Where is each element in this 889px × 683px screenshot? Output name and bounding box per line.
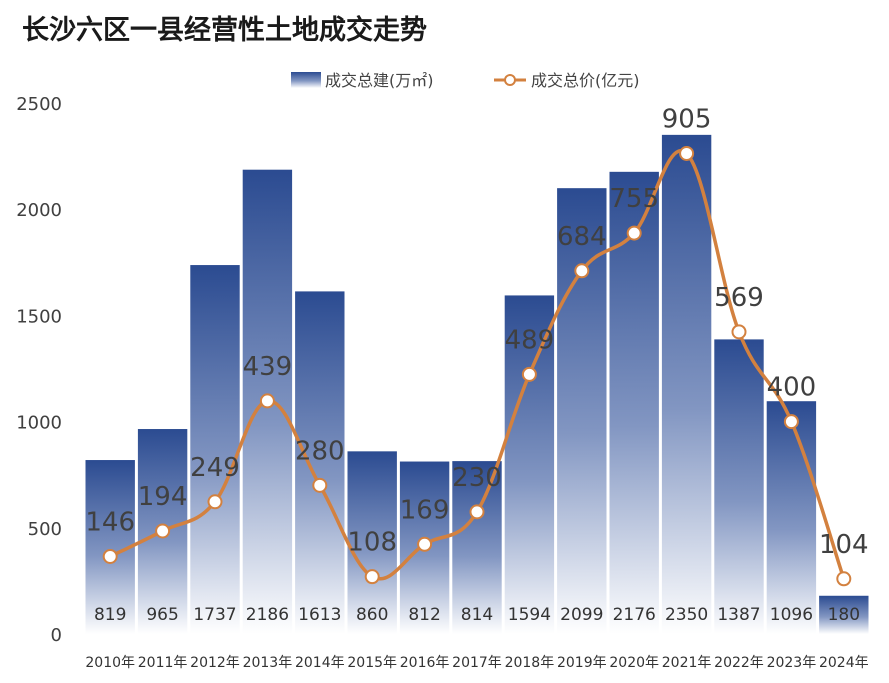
line-point: [312, 477, 328, 493]
bar: [347, 451, 397, 634]
x-tick-label: 2022年: [714, 655, 764, 671]
x-tick-label: 2024年: [819, 655, 869, 671]
x-tick-label: 2021年: [662, 655, 712, 671]
bar-value-label: 814: [461, 605, 493, 625]
line-point: [102, 548, 118, 564]
line-path: [109, 149, 846, 581]
bar: [504, 295, 555, 634]
bar: [766, 401, 817, 634]
line-point: [836, 571, 852, 587]
bar: [609, 171, 659, 634]
line-value-label: 684: [557, 222, 607, 252]
x-tick-label: 2018年: [505, 655, 555, 671]
legend-swatch-marker: [504, 74, 516, 86]
line-value-label: 194: [138, 482, 188, 512]
line-value-label: 280: [295, 436, 345, 466]
x-tick-label: 2023年: [767, 655, 817, 671]
legend-swatch-bar: [291, 72, 321, 88]
bar-series: 819 965 1737 2186 1613 860 812 814 1594 2099 2176 2…: [85, 134, 869, 635]
line-value-label: 439: [243, 352, 293, 382]
bar: [557, 188, 607, 634]
y-tick-label: 2500: [16, 94, 62, 115]
legend-label-line: 成交总价(亿元): [531, 71, 640, 90]
line-point: [417, 536, 433, 552]
bar: [819, 595, 869, 634]
bar-value-label: 2099: [560, 605, 603, 625]
line-point: [469, 504, 485, 520]
x-tick-label: 2017年: [452, 655, 502, 671]
bar-value-label: 2186: [246, 605, 289, 625]
line-point: [207, 494, 223, 510]
bar-value-label: 819: [94, 605, 126, 625]
bar-value-label: 1387: [717, 605, 760, 625]
x-tick-label: 2015年: [347, 655, 397, 671]
line-value-label: 569: [714, 283, 764, 313]
y-tick-label: 1000: [16, 413, 62, 434]
y-tick-label: 2000: [16, 200, 62, 221]
line-value-label: 108: [347, 528, 397, 558]
bar-value-label: 860: [356, 605, 388, 625]
bar: [295, 291, 345, 634]
bar-value-label: 1096: [770, 605, 813, 625]
bar-value-label: 1613: [298, 605, 341, 625]
x-tick-label: 2013年: [243, 655, 293, 671]
line-point: [155, 523, 171, 539]
x-tick-label: 2016年: [400, 655, 450, 671]
bar: [452, 461, 502, 634]
x-tick-label: 2010年: [85, 655, 135, 671]
line-value-label: 169: [400, 495, 450, 525]
y-tick-label: 1500: [16, 306, 62, 327]
line-point: [626, 225, 642, 241]
x-tick-label: 2011年: [138, 655, 188, 671]
bar-value-label: 1737: [193, 605, 236, 625]
line-point: [259, 393, 275, 409]
y-tick-label: 0: [51, 625, 62, 646]
x-axis: 2010年 2011年 2012年 2013年 2014年 2015年 2016年 2017年…: [85, 655, 868, 671]
line-value-label: 400: [767, 373, 817, 403]
line-value-label: 146: [85, 507, 135, 537]
bar: [714, 339, 764, 634]
x-tick-label: 2019年: [557, 655, 607, 671]
line-point: [731, 324, 747, 340]
bar-value-label: 2350: [665, 605, 708, 625]
bar-value-label: 965: [146, 605, 178, 625]
bar-value-label: 2176: [613, 605, 656, 625]
y-axis: 0 500 1000 1500 2000 2500: [16, 94, 62, 646]
bar: [190, 265, 240, 634]
line-value-label: 104: [819, 530, 869, 560]
bar: [661, 134, 712, 635]
line-point: [364, 569, 380, 585]
line-point: [574, 263, 590, 279]
line-value-label: 489: [505, 325, 555, 355]
bar-value-label: 812: [408, 605, 440, 625]
chart-title: 长沙六区一县经营性土地成交走势: [22, 15, 427, 46]
line-value-label: 249: [190, 453, 240, 483]
line-point: [679, 145, 695, 161]
legend: 成交总建(万㎡) 成交总价(亿元): [291, 71, 640, 90]
legend-label-bar: 成交总建(万㎡): [325, 71, 434, 90]
x-tick-label: 2014年: [295, 655, 345, 671]
line-value-label: 905: [662, 104, 712, 134]
x-tick-label: 2012年: [190, 655, 240, 671]
bar-value-label: 180: [828, 605, 860, 625]
line-point: [783, 414, 799, 430]
bar-value-label: 1594: [508, 605, 551, 625]
line-point: [521, 366, 537, 382]
line-value-label: 755: [609, 184, 659, 214]
x-tick-label: 2020年: [609, 655, 659, 671]
line-value-label: 230: [452, 463, 502, 493]
y-tick-label: 500: [28, 519, 62, 540]
